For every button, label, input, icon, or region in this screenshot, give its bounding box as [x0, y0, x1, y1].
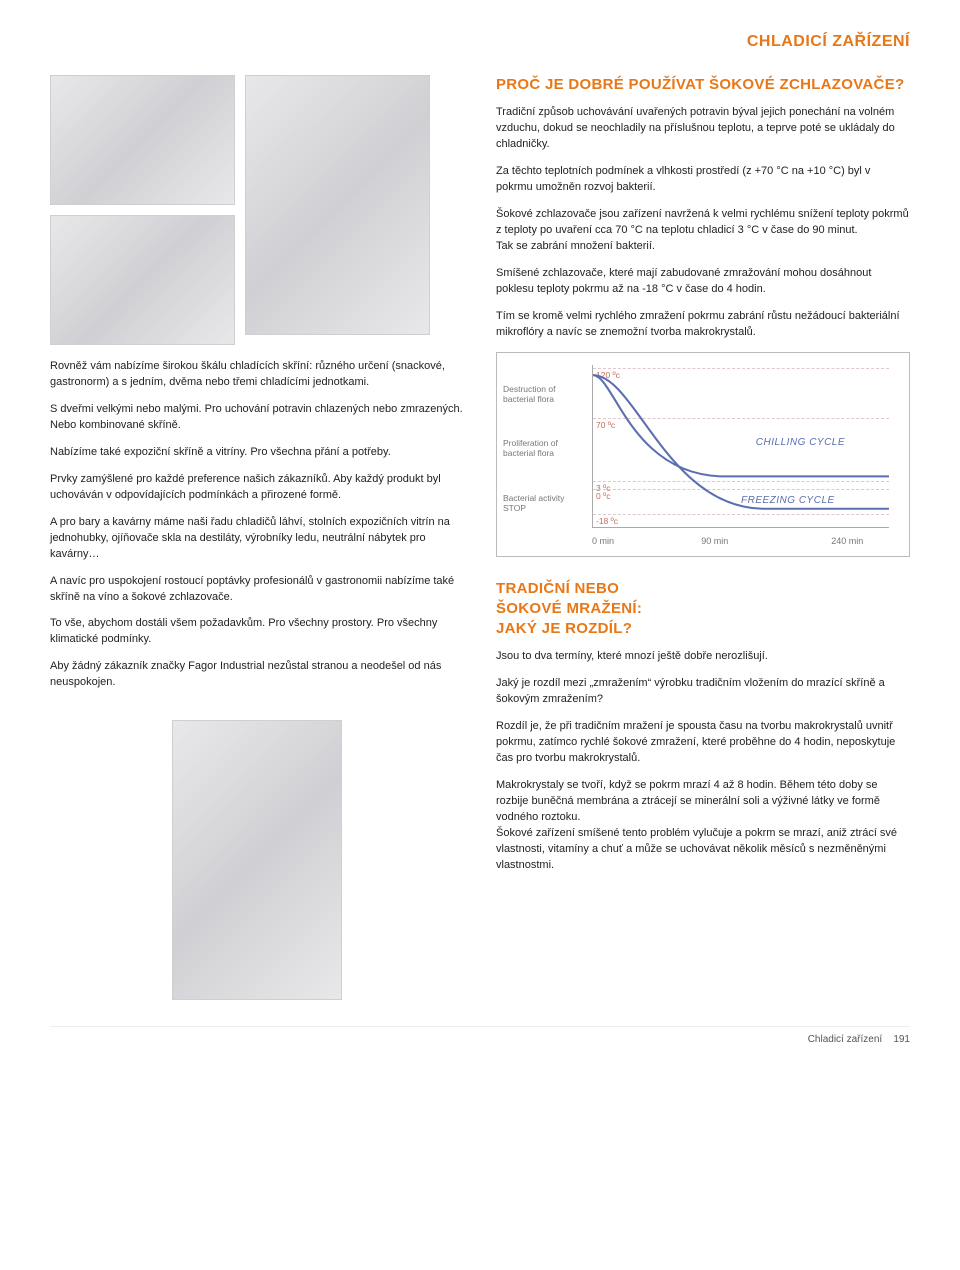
right-paragraph: Rozdíl je, že při tradičním mražení je s…: [496, 719, 910, 767]
chart-x-label: 90 min: [701, 535, 728, 548]
heading-line: TRADIČNÍ NEBO: [496, 580, 619, 597]
left-paragraph: Prvky zamýšlené pro každé preference naš…: [50, 472, 464, 504]
product-image-control-panel: [50, 75, 235, 205]
chart-y-label: Bacterial activity STOP: [503, 493, 583, 513]
product-image-lock-detail: [50, 215, 235, 345]
main-columns: Rovněž vám nabízíme širokou škálu chladí…: [50, 75, 910, 1000]
right-paragraph: Šokové zchlazovače jsou zařízení navržen…: [496, 207, 910, 255]
left-paragraph: Rovněž vám nabízíme širokou škálu chladí…: [50, 359, 464, 391]
chart-y-label: Destruction of bacterial flora: [503, 384, 583, 404]
right-paragraph: Jsou to dva termíny, které mnozí ještě d…: [496, 649, 910, 665]
left-paragraph: A pro bary a kavárny máme naši řadu chla…: [50, 515, 464, 563]
right-paragraph: Tradiční způsob uchovávání uvařených pot…: [496, 105, 910, 153]
heading-line: ŠOKOVÉ MRAŽENÍ:: [496, 600, 642, 617]
right-paragraph: Jaký je rozdíl mezi „zmražením“ výrobku …: [496, 676, 910, 708]
chart-curves: [593, 365, 889, 527]
page-footer: Chladicí zařízení 191: [50, 1026, 910, 1048]
right-paragraph: Za těchto teplotních podmínek a vlhkosti…: [496, 164, 910, 196]
right-column: PROČ JE DOBRÉ POUŽÍVAT ŠOKOVÉ ZCHLAZOVAČ…: [496, 75, 910, 1000]
text-span: Šokové zchlazovače jsou zařízení navržen…: [496, 208, 909, 236]
chart-plot-area: 120 ºc70 ºc3 ºc0 ºc-18 ºc CHILLING CYCLE…: [592, 365, 889, 528]
text-span: Šokové zařízení smíšené tento problém vy…: [496, 827, 897, 871]
left-paragraph: Nabízíme také expoziční skříně a vitríny…: [50, 445, 464, 461]
left-paragraph: To vše, abychom dostáli všem požadavkům.…: [50, 616, 464, 648]
chart-y-label: Proliferation of bacterial flora: [503, 438, 583, 458]
left-paragraph: Aby žádný zákazník značky Fagor Industri…: [50, 659, 464, 691]
chart-x-label: 240 min: [831, 535, 863, 548]
right-paragraph: Makrokrystaly se tvoří, když se pokrm mr…: [496, 778, 910, 874]
footer-page-number: 191: [893, 1034, 910, 1045]
right-paragraph: Smíšené zchlazovače, které mají zabudova…: [496, 266, 910, 298]
text-span: Tak se zabrání množení bakterií.: [496, 240, 655, 252]
text-span: Makrokrystaly se tvoří, když se pokrm mr…: [496, 779, 880, 823]
section-heading-why-use: PROČ JE DOBRÉ POUŽÍVAT ŠOKOVÉ ZCHLAZOVAČ…: [496, 75, 910, 95]
footer-section-label: Chladicí zařízení: [808, 1034, 882, 1045]
product-image-open-cabinet: [172, 720, 342, 1000]
right-paragraph: Tím se kromě velmi rychlého zmražení pok…: [496, 309, 910, 341]
chilling-freezing-chart: Destruction of bacterial flora Proliferat…: [496, 352, 910, 557]
heading-line: JAKÝ JE ROZDÍL?: [496, 620, 632, 637]
page-header-title: CHLADICÍ ZAŘÍZENÍ: [50, 30, 910, 53]
section-heading-difference: TRADIČNÍ NEBO ŠOKOVÉ MRAŽENÍ: JAKÝ JE RO…: [496, 579, 910, 640]
left-paragraph: A navíc pro uspokojení rostoucí poptávky…: [50, 574, 464, 606]
left-column: Rovněž vám nabízíme širokou škálu chladí…: [50, 75, 464, 1000]
chart-x-label: 0 min: [592, 535, 614, 548]
left-paragraph: S dveřmi velkými nebo malými. Pro uchová…: [50, 402, 464, 434]
